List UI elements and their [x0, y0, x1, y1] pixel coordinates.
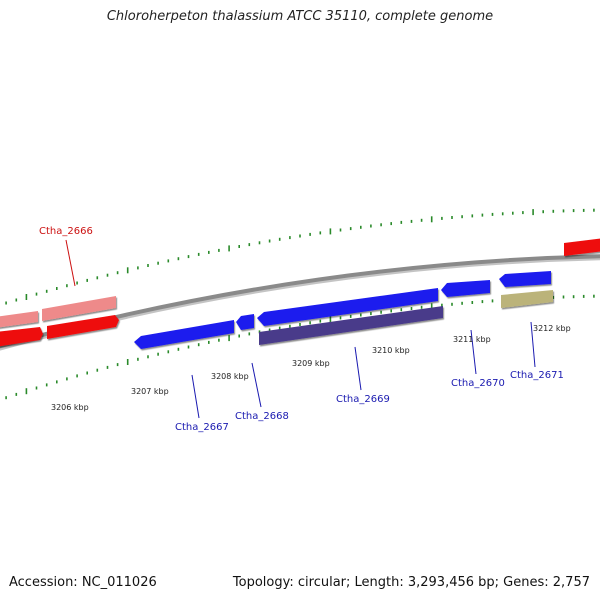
gene-ctha-2670[interactable]: [441, 280, 490, 297]
leader-ctha-2670: [470, 329, 477, 375]
scale-label: 3211 kbp: [453, 335, 491, 344]
gene-purple-2669[interactable]: [259, 306, 443, 345]
scale-label: 3207 kbp: [131, 387, 169, 396]
leader-ctha-2666: [65, 239, 76, 287]
scale-label: 3210 kbp: [372, 346, 410, 355]
gene-ctha-2668[interactable]: [236, 314, 254, 330]
gene-olive-2671[interactable]: [501, 290, 553, 308]
gene-red-right[interactable]: [564, 238, 600, 256]
genome-title: Chloroherpeton thalassium ATCC 35110, co…: [106, 9, 494, 24]
gene-pink-left[interactable]: [0, 311, 38, 328]
leader-ctha-2671: [530, 321, 536, 368]
leader-ctha-2668: [251, 362, 262, 408]
gene-label[interactable]: Ctha_2668: [235, 411, 289, 422]
tick-marks: [5, 208, 595, 400]
gene-label[interactable]: Ctha_2667: [175, 422, 229, 433]
genome-summary: Topology: circular; Length: 3,293,456 bp…: [232, 575, 590, 590]
gene-ctha-2669[interactable]: [257, 288, 438, 326]
gene-label[interactable]: Ctha_2671: [510, 370, 564, 381]
scale-label: 3209 kbp: [292, 359, 330, 368]
gene-red-mid[interactable]: [47, 315, 119, 339]
gene-label[interactable]: Ctha_2669: [336, 394, 390, 405]
accession-label: Accession: NC_011026: [9, 575, 157, 590]
leader-ctha-2669: [354, 346, 362, 391]
gene-label[interactable]: Ctha_2666: [39, 226, 93, 237]
scale-label: 3206 kbp: [51, 403, 89, 412]
scale-label: 3212 kbp: [533, 324, 571, 333]
gene-label[interactable]: Ctha_2670: [451, 378, 505, 389]
gene-ctha-2671[interactable]: [499, 271, 551, 287]
gene-ctha-2667[interactable]: [134, 320, 234, 349]
leader-ctha-2667: [191, 374, 200, 419]
gene-red-left[interactable]: [0, 327, 43, 347]
scale-label: 3208 kbp: [211, 372, 249, 381]
scale-labels: 3206 kbp 3207 kbp 3208 kbp 3209 kbp 3210…: [51, 324, 571, 412]
gene-labels: Ctha_2666 Ctha_2667 Ctha_2668 Ctha_2669 …: [39, 226, 564, 433]
gene-pink-ctha-2666[interactable]: [42, 296, 116, 321]
